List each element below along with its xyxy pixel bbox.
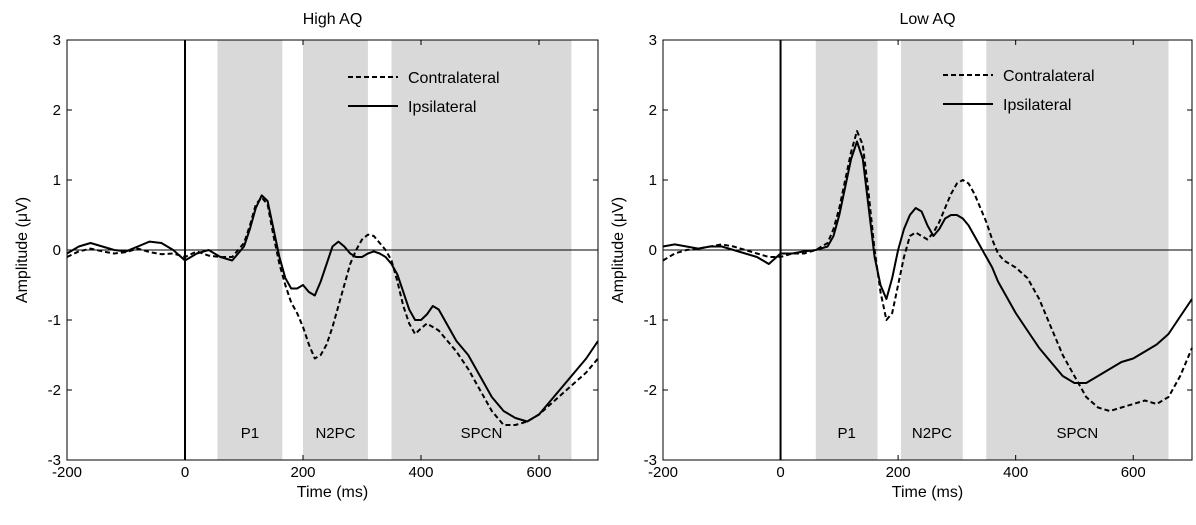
series-contralateral-line xyxy=(662,130,1193,412)
x-axis-label: Time (ms) xyxy=(892,484,963,501)
window-n2pc-label: N2PC xyxy=(912,425,952,442)
x-tick-label: 600 xyxy=(1121,464,1146,481)
window-spcn-label: SPCN xyxy=(461,425,503,442)
x-tick-label: -200 xyxy=(52,464,82,481)
y-tick-label: -2 xyxy=(644,382,657,399)
legend-ipsilateral-label: Ipsilateral xyxy=(408,99,476,116)
legend-contralateral-label: Contralateral xyxy=(408,70,500,87)
y-tick-label: 2 xyxy=(53,102,61,119)
y-tick-label: 0 xyxy=(649,242,657,259)
x-tick-label: 400 xyxy=(1003,464,1028,481)
legend-ipsilateral-label: Ipsilateral xyxy=(1003,97,1071,114)
x-axis-label: Time (ms) xyxy=(297,484,368,501)
y-tick-label: -1 xyxy=(644,312,657,329)
x-tick-label: 0 xyxy=(181,464,189,481)
y-tick-label: -2 xyxy=(48,382,61,399)
x-tick-label: 200 xyxy=(290,464,315,481)
series-ipsilateral-line xyxy=(66,194,599,423)
x-tick-label: 200 xyxy=(886,464,911,481)
x-tick-label: -200 xyxy=(648,464,678,481)
chart-title: Low AQ xyxy=(899,11,955,28)
window-p1-label: P1 xyxy=(241,425,259,442)
y-tick-label: 3 xyxy=(53,32,61,49)
window-n2pc-label: N2PC xyxy=(315,425,355,442)
y-tick-label: -1 xyxy=(48,312,61,329)
series-ipsilateral-line xyxy=(662,140,1193,384)
x-tick-label: 600 xyxy=(526,464,551,481)
y-tick-label: 2 xyxy=(649,102,657,119)
y-axis-label: Amplitude (μV) xyxy=(610,197,627,303)
series-contralateral-line xyxy=(66,196,599,426)
y-tick-label: -3 xyxy=(644,452,657,469)
window-p1-label: P1 xyxy=(838,425,856,442)
window-spcn-label: SPCN xyxy=(1057,425,1099,442)
panel-high-aq: P1 N2PC SPCN -3 -2 -1 0 1 2 3 -200 0 200 400 600 High A… xyxy=(14,11,599,501)
panel-low-aq: P1 N2PC SPCN -3 -2 -1 0 1 2 3 -200 0 200 400 600 Low AQ… xyxy=(610,11,1193,501)
x-tick-label: 400 xyxy=(408,464,433,481)
y-axis-label: Amplitude (μV) xyxy=(14,197,31,303)
y-tick-label: 1 xyxy=(53,172,61,189)
y-tick-label: 0 xyxy=(53,242,61,259)
chart-title: High AQ xyxy=(303,11,363,28)
y-tick-label: 3 xyxy=(649,32,657,49)
legend-contralateral-label: Contralateral xyxy=(1003,68,1095,85)
x-tick-label: 0 xyxy=(776,464,784,481)
y-tick-label: 1 xyxy=(649,172,657,189)
y-tick-label: -3 xyxy=(48,452,61,469)
